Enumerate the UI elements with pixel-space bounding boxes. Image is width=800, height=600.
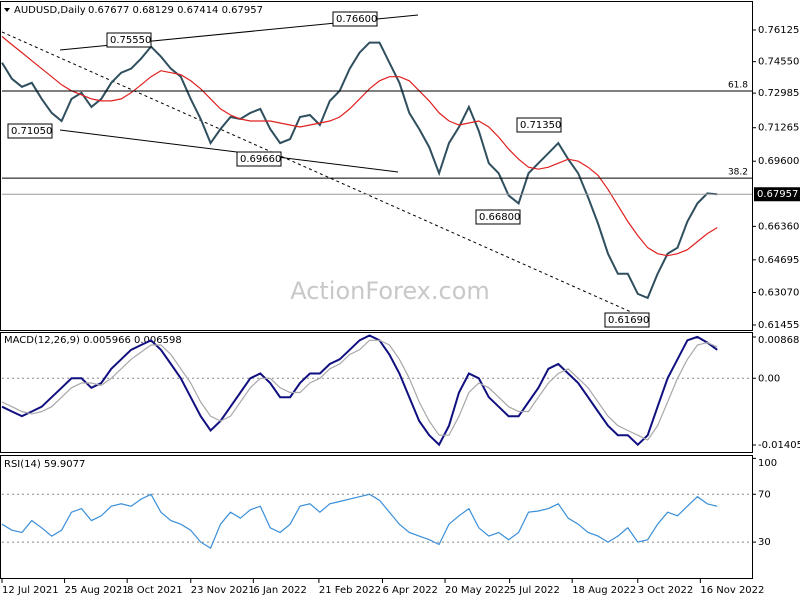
annotation: 0.75550: [110, 35, 151, 46]
x-tick-label: 8 Oct 2021: [127, 585, 182, 596]
x-tick-label: 6 Apr 2022: [382, 585, 437, 596]
y-tick-label: 0.63070: [758, 288, 799, 299]
y-tick-label: 70: [758, 489, 771, 500]
y-tick-label: 0.69600: [758, 156, 799, 167]
y-tick-label: 0.00: [758, 373, 780, 384]
annotation-box: [332, 11, 378, 27]
y-tick-label: 0.61455: [758, 320, 799, 331]
trend-line: [1, 31, 641, 317]
menu-arrow: [4, 8, 10, 12]
annotation-box: [106, 32, 152, 48]
annotation-box: [604, 312, 650, 328]
y-tick-label: 0.74550: [758, 57, 799, 68]
series-line: [1, 339, 718, 441]
series-line: [1, 36, 718, 257]
x-tick-label: 3 Oct 2022: [638, 585, 693, 596]
annotation-box: [516, 117, 562, 133]
rsi-panel: [0, 455, 753, 579]
watermark: ActionForex.com: [290, 277, 490, 305]
x-tick-label: 23 Nov 2021: [191, 585, 255, 596]
x-tick-label: 5 Jul 2022: [510, 585, 560, 596]
y-tick-label: 0.71265: [758, 123, 799, 134]
series-line: [1, 334, 718, 447]
last-price-label: 0.67957: [757, 189, 798, 200]
y-tick-label: 0.66360: [758, 221, 799, 232]
series-line: [1, 41, 718, 300]
symbol: AUDUSD,Daily: [14, 5, 86, 16]
y-tick-label: 0.76125: [758, 25, 799, 36]
fib-label: 61.8: [728, 81, 748, 91]
price-panel: [0, 1, 753, 331]
y-tick-label: 0.008687: [758, 335, 800, 346]
ohlc: 0.67677 0.68129 0.67414 0.67957: [88, 5, 263, 16]
y-tick-label: 0.72985: [758, 88, 799, 99]
x-tick-label: 12 Jul 2021: [2, 585, 59, 596]
series-line: [1, 493, 718, 549]
y-tick-label: 30: [758, 537, 771, 548]
x-tick-label: 6 Jan 2022: [253, 585, 307, 596]
y-tick-label: 0.64695: [758, 255, 799, 266]
annotation: 0.66800: [479, 212, 520, 223]
rsi-label: RSI(14) 59.9077: [4, 459, 85, 470]
x-tick-label: 16 Nov 2022: [700, 585, 764, 596]
y-tick-label: -0.014056: [758, 440, 800, 451]
fib-label: 38.2: [728, 168, 748, 178]
annotation: 0.71350: [520, 120, 561, 131]
x-tick-label: 25 Aug 2021: [65, 585, 129, 596]
annotation-box: [7, 123, 53, 139]
macd-panel: [0, 332, 753, 453]
trend-line: [59, 129, 399, 173]
x-tick-label: 21 Feb 2022: [319, 585, 381, 596]
annotation-box: [475, 209, 521, 225]
y-tick-label: 100: [758, 458, 777, 469]
annotation-box: [236, 151, 282, 167]
annotation: 0.76600: [336, 14, 377, 25]
last-price-box: [754, 187, 800, 202]
annotation: 0.69660: [240, 154, 281, 165]
macd-label: MACD(12,26,9) 0.005966 0.006598: [4, 335, 182, 346]
x-tick-label: 20 May 2022: [445, 585, 510, 596]
annotation: 0.61690: [608, 315, 649, 326]
x-tick-label: 18 Aug 2022: [572, 585, 636, 596]
annotation: 0.71050: [11, 126, 52, 137]
